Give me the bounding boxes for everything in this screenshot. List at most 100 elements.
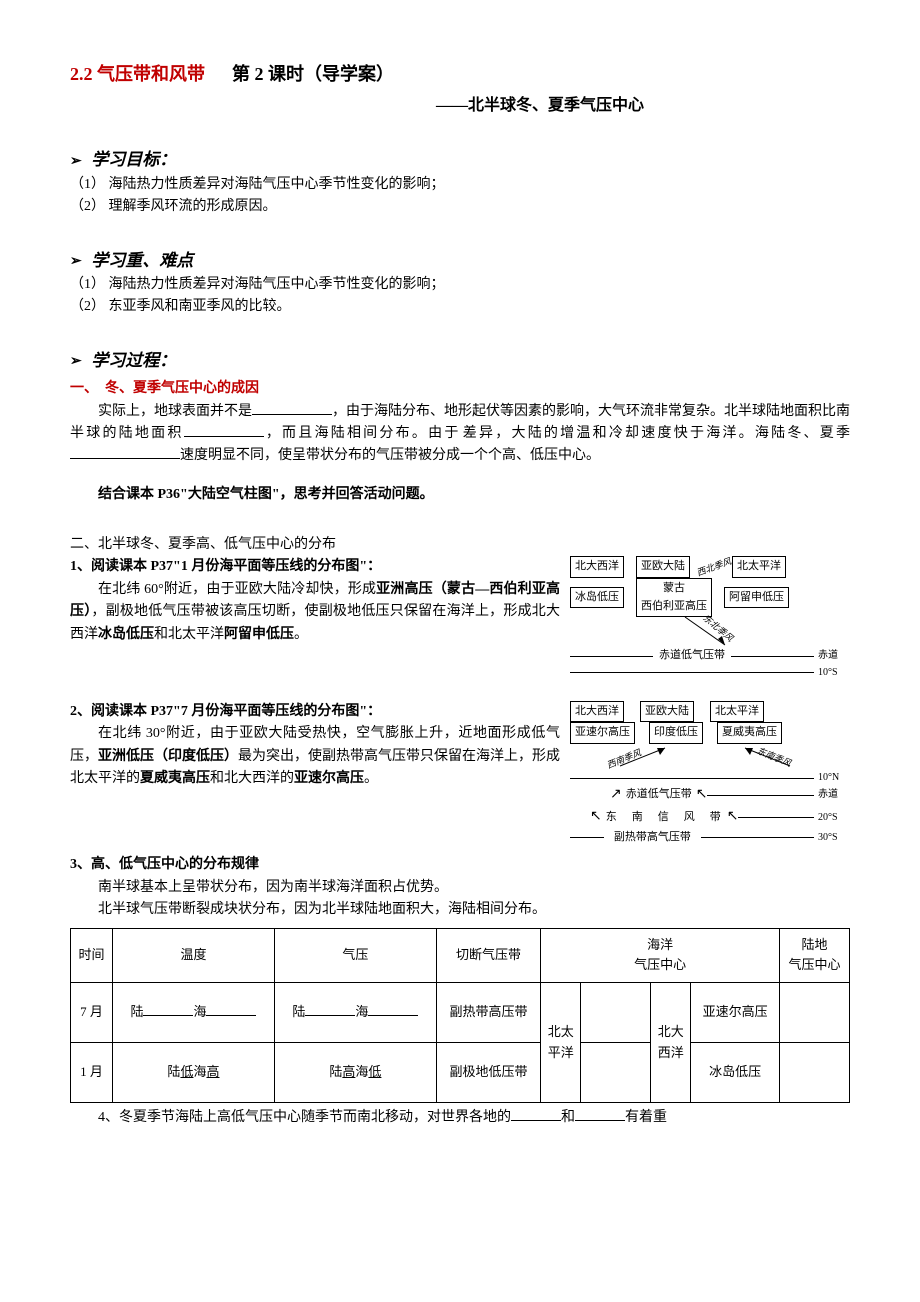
table-cell: 副热带高压带 xyxy=(436,983,540,1043)
footer-text: 4、冬夏季节海陆上高低气压中心随季节而南北移动，对世界各地的 和 有着重 xyxy=(70,1107,850,1129)
item3-title: 3、高、低气压中心的分布规律 xyxy=(70,854,850,876)
fill-blank[interactable] xyxy=(575,1107,625,1121)
item2-title: 2、阅读课本 P37"7 月份海平面等压线的分布图"： xyxy=(70,701,560,723)
section-process-head: ➢ 学习过程： xyxy=(70,347,850,374)
table-cell: 北太平洋 xyxy=(541,983,581,1103)
table-cell: 陆海 xyxy=(112,983,274,1043)
item2-text: 在北纬 30°附近，由于亚欧大陆受热快，空气膨胀上升，近地面形成低气压，亚洲低压… xyxy=(70,723,560,790)
bold-term: 夏威夷高压 xyxy=(140,771,210,786)
section-objectives-head: ➢ 学习目标： xyxy=(70,146,850,173)
subsection-1-title: 一、 冬、夏季气压中心的成因 xyxy=(70,378,850,400)
table-cell[interactable] xyxy=(780,983,850,1043)
scale-label: 30°S xyxy=(814,830,850,846)
document-title: 2.2 气压带和风带 第 2 课时（导学案） xyxy=(70,60,850,89)
diagram-box: 蒙古西伯利亚高压 xyxy=(636,578,712,617)
bold-term: 亚洲低压（印度低压） xyxy=(98,749,238,764)
diagram-box: 亚欧大陆 xyxy=(636,556,690,578)
part2-title: 二、北半球冬、夏季高、低气压中心的分布 xyxy=(70,534,850,556)
diagram-box: 北大西洋 xyxy=(570,556,624,578)
item3-line2: 北半球气压带断裂成块状分布，因为北半球陆地面积大，海陆相间分布。 xyxy=(70,899,850,921)
text-fragment: 。 xyxy=(364,771,378,786)
table-cell: 陆海 xyxy=(274,983,436,1043)
diagram-january: 北大西洋 亚欧大陆 西北季风 北太平洋 冰岛低压 蒙古西伯利亚高压 阿留申低压 … xyxy=(570,556,850,680)
title-main: 气压带和风带 xyxy=(97,64,205,84)
diagram-box: 北大西洋 xyxy=(570,701,624,723)
diagram-box: 夏威夷高压 xyxy=(717,722,782,744)
scale-label: 赤道 xyxy=(814,787,850,803)
table-header: 切断气压带 xyxy=(436,928,540,983)
table-cell: 1 月 xyxy=(71,1043,113,1103)
item1-title: 1、阅读课本 P37"1 月份海平面等压线的分布图"： xyxy=(70,556,560,578)
belt-label: 赤道低气压带 xyxy=(653,647,731,665)
belt-label: 赤道低气压带 xyxy=(622,786,696,804)
diagram-box: 北太平洋 xyxy=(732,556,786,578)
text-fragment: 在北纬 60°附近，由于亚欧大陆冷却快，形成 xyxy=(98,582,376,597)
table-cell: 冰岛低压 xyxy=(691,1043,780,1103)
diagram-box: 亚速尔高压 xyxy=(570,722,635,744)
fill-blank[interactable] xyxy=(252,401,332,415)
table-header: 陆地气压中心 xyxy=(780,928,850,983)
objective-item: （1） 海陆热力性质差异对海陆气压中心季节性变化的影响； xyxy=(70,174,850,196)
text-fragment: 速度明显不同，使呈带状分布的气压带被分成一个个高、低压中心。 xyxy=(180,448,600,463)
belt-label: 东 南 信 风 带 xyxy=(602,809,727,827)
section-difficulty-label: 学习重、难点 xyxy=(91,251,193,270)
belt-label: 副热带高气压带 xyxy=(604,829,701,847)
bold-term: 冰岛低压 xyxy=(98,627,154,642)
scale-label: 10°S xyxy=(814,665,850,681)
title-number: 2.2 xyxy=(70,64,93,84)
diagram-box: 冰岛低压 xyxy=(570,587,624,609)
text-fragment: 4、冬夏季节海陆上高低气压中心随季节而南北移动，对世界各地的 xyxy=(98,1110,511,1125)
diagram-box: 亚欧大陆 xyxy=(640,701,694,723)
scale-label: 10°N xyxy=(814,770,850,786)
table-header: 海洋气压中心 xyxy=(541,928,780,983)
table-cell: 陆高海低 xyxy=(274,1043,436,1103)
text-fragment: 和 xyxy=(561,1110,575,1125)
table-header: 气压 xyxy=(274,928,436,983)
fill-blank[interactable] xyxy=(184,423,264,437)
difficulty-item: （1） 海陆热力性质差异对海陆气压中心季节性变化的影响； xyxy=(70,274,850,296)
scale-label: 赤道 xyxy=(814,648,850,664)
fill-blank[interactable] xyxy=(511,1107,561,1121)
table-cell[interactable] xyxy=(581,983,651,1043)
diagram-box: 印度低压 xyxy=(649,722,703,744)
scale-label: 20°S xyxy=(814,810,850,826)
fill-blank[interactable] xyxy=(368,1003,418,1016)
bullet-arrow-icon: ➢ xyxy=(70,251,82,273)
text-fragment: 有着重 xyxy=(625,1110,667,1125)
section-process-label: 学习过程： xyxy=(91,351,176,370)
text-fragment: ，而且海陆相间分布。由于 xyxy=(264,426,461,441)
difficulty-item: （2） 东亚季风和南亚季风的比较。 xyxy=(70,296,850,318)
objective-item: （2） 理解季风环流的形成原因。 xyxy=(70,196,850,218)
text-fragment: 实际上，地球表面并不是 xyxy=(98,404,252,419)
bold-term: 亚速尔高压 xyxy=(294,771,364,786)
diagram-box: 阿留申低压 xyxy=(724,587,789,609)
table-header: 温度 xyxy=(112,928,274,983)
item1-text: 在北纬 60°附近，由于亚欧大陆冷却快，形成亚洲高压（蒙古—西伯利亚高压），副极… xyxy=(70,579,560,646)
fill-blank[interactable] xyxy=(143,1003,193,1016)
table-cell: 7 月 xyxy=(71,983,113,1043)
table-cell: 北大西洋 xyxy=(651,983,691,1103)
activity-prompt: 结合课本 P36"大陆空气柱图"，思考并回答活动问题。 xyxy=(70,484,850,506)
diagram-july: 北大西洋 亚欧大陆 北太平洋 亚速尔高压 印度低压 夏威夷高压 西南季风 东南季… xyxy=(570,701,850,847)
text-fragment: 和北大西洋的 xyxy=(210,771,294,786)
table-cell: 亚速尔高压 xyxy=(691,983,780,1043)
table-cell[interactable] xyxy=(581,1043,651,1103)
document-subtitle: ——北半球冬、夏季气压中心 xyxy=(70,93,850,119)
text-fragment: 。 xyxy=(294,627,308,642)
item3-line1: 南半球基本上呈带状分布，因为南半球海洋面积占优势。 xyxy=(70,877,850,899)
fill-blank[interactable] xyxy=(70,445,180,459)
fill-blank[interactable] xyxy=(206,1003,256,1016)
title-part: 第 2 课时（导学案） xyxy=(232,64,394,84)
table-cell: 陆低海高 xyxy=(112,1043,274,1103)
bullet-arrow-icon: ➢ xyxy=(70,151,82,173)
bullet-arrow-icon: ➢ xyxy=(70,351,82,373)
wind-label: 西北季风 xyxy=(695,554,734,580)
diagram-box: 北太平洋 xyxy=(710,701,764,723)
subsection-1-text: 实际上，地球表面并不是，由于海陆分布、地形起伏等因素的影响，大气环流非常复杂。北… xyxy=(70,401,850,468)
fill-blank[interactable] xyxy=(305,1003,355,1016)
table-cell: 副极地低压带 xyxy=(436,1043,540,1103)
table-cell[interactable] xyxy=(780,1043,850,1103)
section-difficulty-head: ➢ 学习重、难点 xyxy=(70,247,850,274)
text-fragment: 和北太平洋 xyxy=(154,627,224,642)
section-objectives-label: 学习目标： xyxy=(91,150,176,169)
